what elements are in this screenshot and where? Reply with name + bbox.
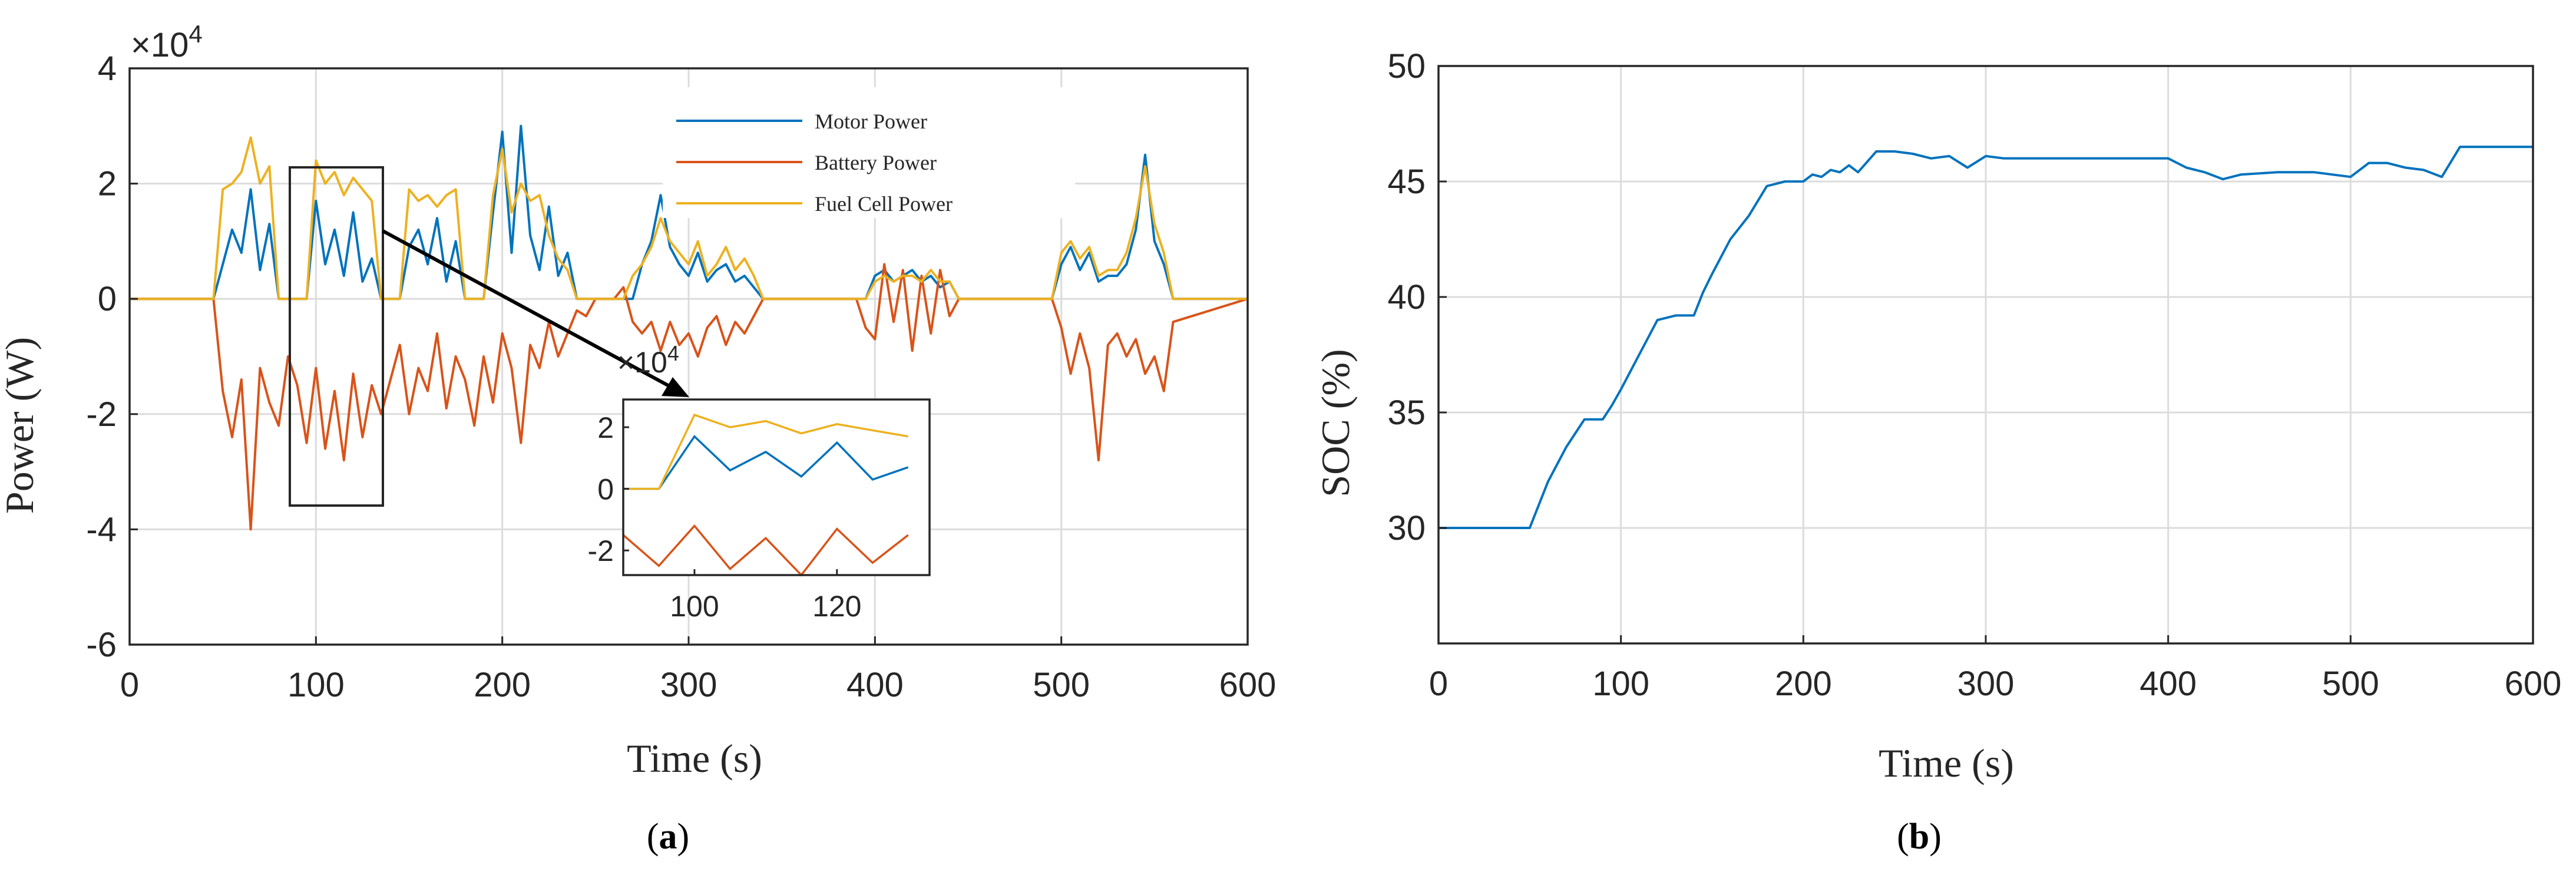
- inset-series: [622, 413, 909, 577]
- panel-b-y-tick-label: 45: [1387, 163, 1426, 201]
- panel-a-y-exponent: ×104: [131, 20, 203, 64]
- legend-label-battery: Battery Power: [815, 151, 937, 174]
- panel-b-ticks: 0 100 200 300 400 500 600 30 35 40 45 50: [1387, 47, 2561, 703]
- zoom-region-box: [289, 166, 384, 507]
- panel-a-caption: (a): [647, 817, 689, 857]
- panel-a-y-tick-label: 4: [98, 49, 117, 88]
- panel-a-ticks: 0 100 200 300 400 500 600 -6 -4 -2 0 2 4: [86, 49, 1276, 704]
- inset-y-tick-label: 2: [597, 411, 614, 444]
- panel-b-y-tick-label: 40: [1387, 278, 1426, 316]
- panel-b-y-tick-label: 50: [1387, 47, 1426, 85]
- panel-b-series: [1439, 146, 2533, 529]
- legend-label-fuel: Fuel Cell Power: [815, 192, 953, 216]
- panel-b-soc-chart: 0 100 200 300 400 500 600 30 35 40 45 50 SOC (%) Ti…: [1313, 47, 2561, 857]
- panel-b-x-tick-label: 100: [1592, 665, 1649, 703]
- panel-a-x-tick-label: 100: [287, 666, 345, 704]
- inset-ticks: 100 120 -2 0 2: [588, 411, 862, 623]
- panel-a-x-tick-label: 300: [660, 666, 717, 704]
- panel-a-legend-box: [663, 87, 1075, 218]
- inset-x-tick-label: 120: [812, 590, 861, 623]
- panel-b-caption: (b): [1897, 817, 1942, 857]
- panel-a-x-tick-label: 0: [120, 666, 139, 704]
- panel-a-x-tick-label: 500: [1033, 666, 1090, 704]
- inset-series-line-2: [622, 524, 909, 577]
- inset-series-line-3: [623, 413, 908, 490]
- zoom-arrow-head: [662, 377, 689, 397]
- inset-series-line-1: [623, 435, 909, 490]
- panel-b-grid: [1437, 65, 2534, 645]
- panel-a-legend: Motor Power Battery Power Fuel Cell Powe…: [663, 87, 1075, 218]
- panel-b-x-tick-label: 400: [2139, 665, 2197, 703]
- panel-b-y-axis-label: SOC (%): [1313, 349, 1358, 497]
- panel-a-y-tick-label: 0: [98, 280, 117, 318]
- panel-a-x-tick-label: 200: [474, 666, 531, 704]
- panel-a-series: [130, 124, 1248, 531]
- inset-background: [623, 399, 930, 575]
- zoom-arrow: [382, 229, 676, 391]
- panel-a-inset: 100 120 -2 0 2 ×104: [588, 341, 931, 623]
- panel-a-x-tick-label: 400: [846, 666, 904, 704]
- panel-a-y-tick-label: -4: [86, 510, 117, 549]
- panel-b-series-line-1: [1439, 146, 2533, 529]
- panel-b-x-tick-label: 0: [1429, 665, 1448, 703]
- inset-x-tick-label: 100: [670, 590, 719, 623]
- panel-a-series-line-3: [130, 136, 1248, 301]
- panel-a-y-axis-label: Power (W): [0, 337, 42, 514]
- panel-b-y-tick-label: 30: [1387, 509, 1426, 547]
- panel-b-x-tick-label: 300: [1957, 665, 2015, 703]
- panel-b-x-tick-label: 600: [2505, 665, 2562, 703]
- panel-b-x-tick-label: 200: [1775, 665, 1832, 703]
- panel-b-x-tick-label: 500: [2322, 665, 2379, 703]
- legend-label-motor: Motor Power: [815, 110, 927, 133]
- panel-a-y-tick-label: 2: [98, 165, 117, 203]
- inset-frame: [622, 398, 931, 576]
- inset-y-exponent: ×104: [617, 341, 679, 379]
- inset-y-tick-label: 0: [597, 473, 614, 506]
- panel-a-y-tick-label: -6: [86, 626, 117, 664]
- panel-a-x-tick-label: 600: [1219, 666, 1277, 704]
- inset-y-tick-label: -2: [588, 534, 614, 567]
- panel-a-y-tick-label: -2: [86, 395, 117, 434]
- panel-b-y-tick-label: 35: [1387, 394, 1426, 432]
- panel-a-power-chart: 0 100 200 300 400 500 600 -6 -4 -2 0 2 4 ×104 Power …: [0, 20, 1276, 857]
- panel-a-x-axis-label: Time (s): [627, 736, 762, 781]
- panel-b-x-axis-label: Time (s): [1879, 741, 2014, 785]
